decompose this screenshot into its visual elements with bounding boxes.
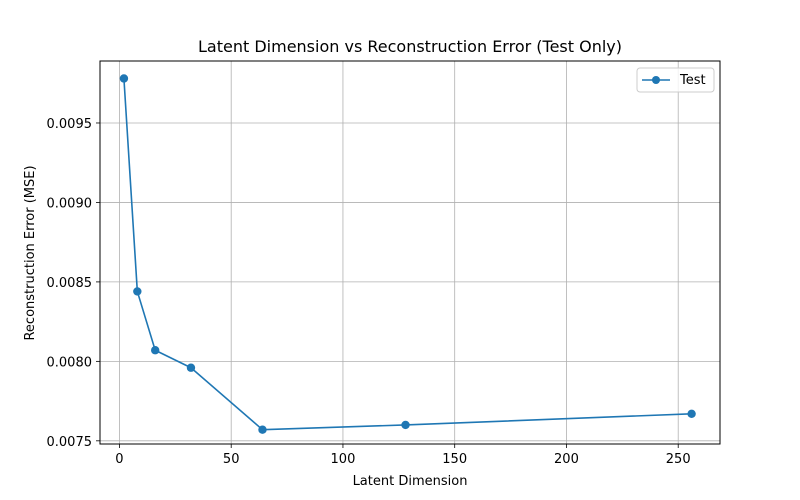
x-tick-label: 250 [666,452,691,467]
series-layer [119,74,696,434]
y-tick-label: 0.0090 [47,196,93,211]
data-point [401,420,410,430]
axis-ticks: 0 50 100 150 200 250 0.0075 0.0080 0.0085 0.0090 0… [47,117,691,467]
y-axis-label: Reconstruction Error (MSE) [23,165,38,340]
x-tick-label: 100 [331,452,356,467]
x-tick-label: 150 [442,452,467,467]
legend-marker [652,76,660,84]
x-tick-label: 200 [554,452,579,467]
data-point [186,363,196,372]
y-tick-label: 0.0080 [47,355,93,370]
y-tick-label: 0.0075 [47,435,93,450]
data-point [687,409,696,419]
data-point [258,425,267,434]
data-point [119,74,129,83]
legend-box [636,67,715,93]
grid-lines [100,61,720,444]
data-point [133,287,142,296]
y-tick-label: 0.0085 [47,276,93,291]
x-tick-label: 50 [223,452,240,467]
legend-label-test: Test [679,73,706,88]
chart-title: Latent Dimension vs Reconstruction Error… [198,37,622,56]
legend: Test [636,67,715,93]
x-axis-label: Latent Dimension [353,474,468,489]
y-tick-label: 0.0095 [47,117,93,132]
plot-frame [99,60,721,445]
data-point [151,346,160,355]
x-tick-label: 0 [115,452,123,467]
series-line-test [123,78,692,431]
